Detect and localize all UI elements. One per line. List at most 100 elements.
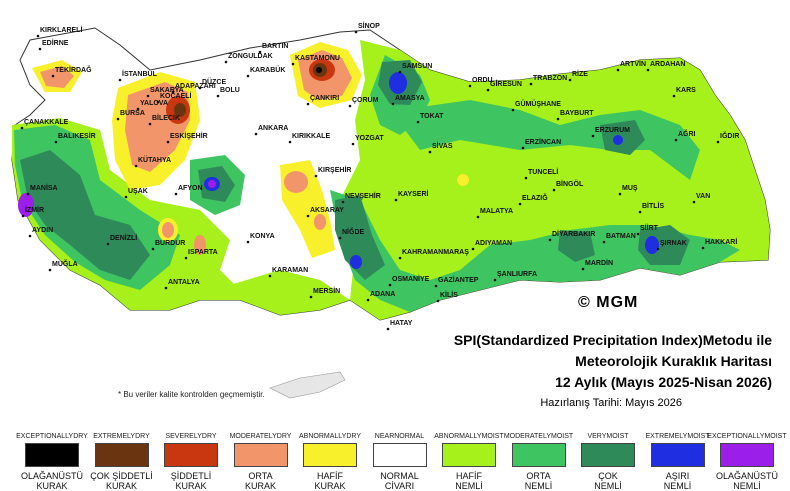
city-marker	[428, 150, 432, 154]
legend-en-line: EXTREMELY	[93, 433, 136, 440]
city-label: ESKİŞEHİR	[170, 132, 208, 140]
city-marker	[701, 246, 705, 250]
city-label: TOKAT	[420, 113, 444, 120]
legend-item: VERY MOIST ÇOK NEMLİ	[570, 417, 646, 491]
city-label: BİTLİS	[642, 202, 664, 210]
city-label: ORDU	[472, 77, 493, 84]
city-label: ŞIRNAK	[660, 240, 687, 247]
legend-tr-line: NEMLİ	[663, 481, 692, 491]
legend-item: EXTREMELY MOIST AŞIRI NEMLİ	[640, 417, 716, 491]
quality-note: * Bu veriler kalite kontrolden geçmemişt…	[118, 390, 265, 399]
city-marker	[386, 327, 390, 331]
legend-en-line: EXCEPTIONALLY	[16, 433, 74, 440]
city-marker	[552, 188, 556, 192]
city-marker	[416, 120, 420, 124]
city-label: DÜZCE	[202, 77, 226, 86]
zone-very-moist-sirnak	[638, 225, 690, 265]
city-marker	[254, 132, 258, 136]
city-label: VAN	[696, 193, 710, 200]
city-label: KIRIKKALE	[292, 133, 330, 140]
legend-en-line: DRY	[276, 433, 292, 440]
legend-en-line: DRY	[201, 433, 217, 440]
city-label: ZONGULDAK	[228, 53, 273, 60]
legend-en-line: VERY	[587, 433, 607, 440]
city-label: NİĞDE	[342, 227, 365, 236]
legend-item: NEAR NORMAL NORMAL CİVARI	[362, 417, 438, 491]
city-marker	[591, 134, 595, 138]
city-label: MANİSA	[30, 184, 58, 192]
city-marker	[288, 140, 292, 144]
city-marker	[646, 68, 650, 72]
legend-swatch	[372, 443, 427, 467]
title-line-3: 12 Aylık (Mayıs 2025-Nisan 2026)	[555, 374, 772, 390]
legend-tr-line: ORTA	[248, 471, 273, 481]
legend-item: ABNORMALLY DRY HAFİF KURAK	[292, 417, 368, 491]
city-marker	[246, 240, 250, 244]
city-label: ÇANAKKALE	[24, 119, 69, 126]
city-label: NEVŞEHİR	[345, 192, 381, 200]
city-label: BİNGÖL	[556, 179, 584, 188]
city-marker	[493, 278, 497, 282]
drought-map: KIRKLARELİEDİRNETEKİRDAĞİSTANBULKOCAELİS…	[11, 22, 771, 399]
title-line-2: Meteorolojik Kuraklık Haritası	[575, 353, 772, 369]
city-label: ADIYAMAN	[475, 240, 512, 247]
city-label: İSTANBUL	[122, 70, 158, 78]
city-marker	[391, 102, 395, 106]
legend-turkish-label: ÇOK ŞİDDETLİ KURAK	[84, 471, 160, 491]
city-marker	[116, 117, 120, 121]
city-label: MARDİN	[585, 259, 613, 267]
legend-turkish-label: NORMAL CİVARI	[362, 471, 438, 491]
legend-en-line: NEAR	[374, 433, 395, 440]
zone-abnormally-moist-south	[230, 270, 350, 315]
city-label: MUĞLA	[52, 259, 78, 268]
city-marker	[436, 299, 440, 303]
zone-abnormally-dry-yozgat	[457, 174, 469, 186]
city-label: AFYON	[178, 185, 203, 192]
city-label: BAYBURT	[560, 110, 594, 117]
legend-swatch	[164, 443, 218, 467]
city-marker	[348, 104, 352, 108]
city-label: EDİRNE	[42, 39, 69, 47]
city-marker	[216, 94, 220, 98]
legend-english-label: EXTREMELY MOIST	[640, 417, 716, 441]
zone-moderately-dry-tekirdag	[40, 66, 74, 88]
legend-swatch	[94, 443, 149, 467]
city-marker	[398, 256, 402, 260]
city-label: ELAZIĞ	[522, 193, 548, 202]
zone-extremely-dry-bilecik	[174, 103, 186, 117]
city-marker	[106, 242, 110, 246]
city-marker	[521, 146, 525, 150]
city-marker	[48, 268, 52, 272]
city-marker	[341, 200, 345, 204]
city-label: ERZURUM	[595, 127, 630, 134]
city-label: ÇANKIRI	[310, 95, 339, 102]
legend-english-label: MODERATELY DRY	[223, 417, 299, 441]
city-marker	[548, 238, 552, 242]
city-marker	[26, 192, 30, 196]
city-marker	[716, 140, 720, 144]
legend-en-line: EXCEPTIONALLY	[707, 433, 765, 440]
city-label: KİLİS	[440, 291, 458, 299]
city-label: KIRKLARELİ	[40, 26, 82, 34]
city-marker	[616, 68, 620, 72]
city-label: SAKARYA	[150, 87, 184, 94]
city-marker	[54, 140, 58, 144]
city-label: ANTALYA	[168, 279, 200, 286]
legend-en-line: SEVERELY	[165, 433, 202, 440]
city-marker	[174, 192, 178, 196]
city-label: KASTAMONU	[295, 55, 340, 62]
legend-tr-line: KURAK	[314, 481, 346, 491]
city-label: ÇORUM	[352, 97, 379, 104]
legend-tr-line: NEMLİ	[594, 481, 622, 491]
legend-turkish-label: OLAĞANÜSTÜ NEMLİ	[709, 471, 785, 491]
city-marker	[656, 247, 660, 251]
city-marker	[692, 200, 696, 204]
city-marker	[581, 267, 585, 271]
legend-tr-line: HAFİF	[317, 471, 343, 481]
city-marker	[518, 202, 522, 206]
city-marker	[118, 78, 122, 82]
city-label: KÜTAHYA	[138, 155, 171, 164]
zone-moderately-dry-burdur	[162, 222, 174, 238]
legend-tr-line: NEMLİ	[733, 481, 761, 491]
legend-english-label: SEVERELY DRY	[153, 417, 229, 441]
